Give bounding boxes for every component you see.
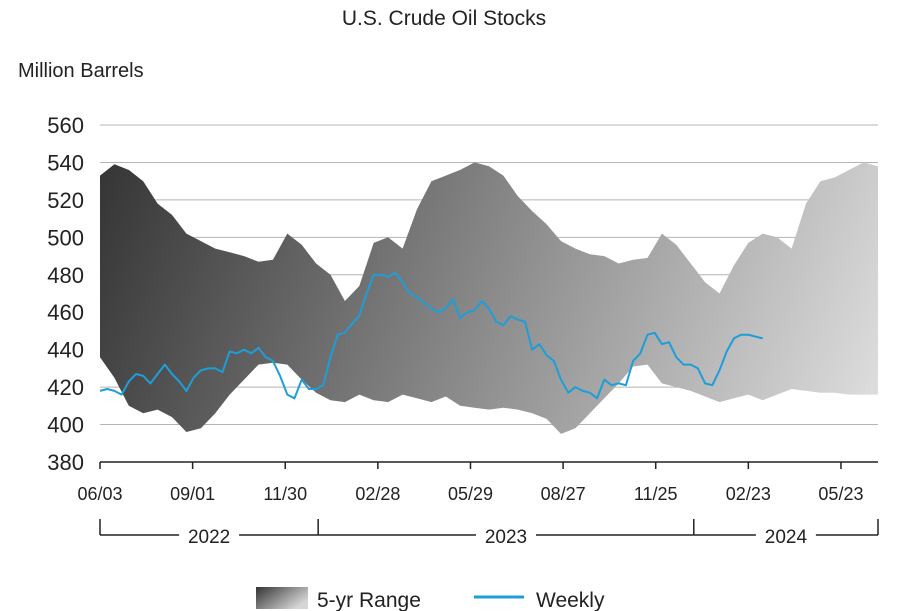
y-tick-label: 500 xyxy=(47,225,84,250)
chart-title: U.S. Crude Oil Stocks xyxy=(342,7,546,30)
year-label: 2024 xyxy=(765,527,808,548)
five-year-range-area xyxy=(100,162,878,434)
x-tick-label: 02/28 xyxy=(355,484,400,504)
x-tick-label: 08/27 xyxy=(541,484,586,504)
y-tick-label: 460 xyxy=(47,300,84,325)
year-brackets: 2022 2023 2024 xyxy=(99,519,879,548)
y-axis-label: Million Barrels xyxy=(18,60,144,82)
y-tick-labels: 380 400 420 440 460 480 500 520 540 560 xyxy=(47,113,84,475)
legend-range-label: 5-yr Range xyxy=(317,589,421,611)
x-tick-label: 11/30 xyxy=(263,484,307,504)
y-tick-label: 480 xyxy=(47,263,84,288)
year-label: 2022 xyxy=(188,527,230,548)
axes xyxy=(99,461,878,469)
x-tick-label: 09/01 xyxy=(170,484,215,504)
x-tick-label: 11/25 xyxy=(634,484,678,504)
y-tick-label: 400 xyxy=(47,413,84,438)
legend-range-swatch xyxy=(256,587,308,609)
year-label: 2023 xyxy=(485,527,527,548)
weekly-line-group xyxy=(99,271,763,400)
range-area-group xyxy=(100,162,878,434)
y-tick-label: 520 xyxy=(47,188,84,213)
x-tick-label: 02/23 xyxy=(726,484,771,504)
y-tick-label: 560 xyxy=(47,113,84,138)
y-tick-label: 440 xyxy=(47,338,84,363)
x-tick-label: 05/29 xyxy=(448,484,493,504)
y-tick-label: 380 xyxy=(47,450,84,475)
y-tick-label: 420 xyxy=(47,375,84,400)
weekly-line xyxy=(99,271,763,400)
x-tick-label: 06/03 xyxy=(77,484,122,504)
x-tick-label: 05/23 xyxy=(818,484,863,504)
x-tick-labels: 06/03 09/01 11/30 02/28 05/29 08/27 11/25 02/23… xyxy=(77,484,863,504)
legend: 5-yr Range Weekly xyxy=(256,587,605,611)
y-tick-label: 540 xyxy=(47,150,84,175)
legend-weekly-label: Weekly xyxy=(536,589,605,611)
